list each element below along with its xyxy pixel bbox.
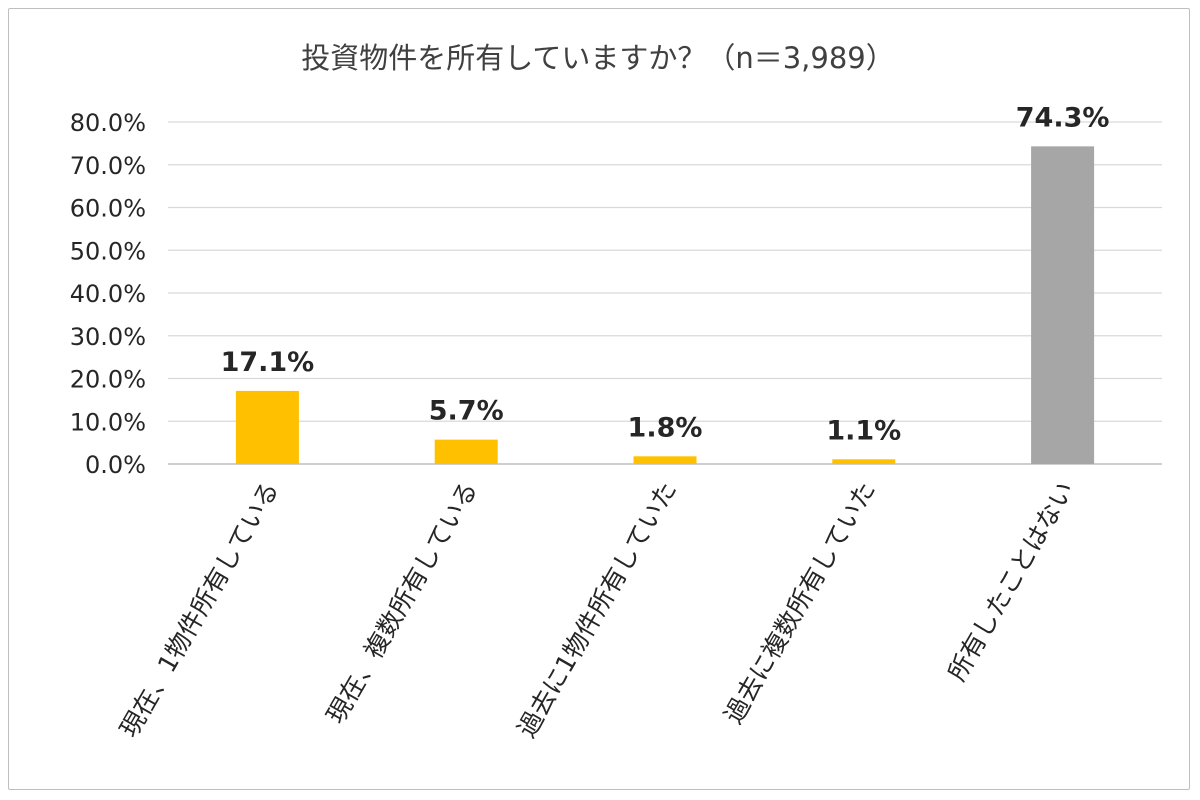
bars <box>235 146 1095 464</box>
chart-frame <box>8 8 1190 790</box>
x-tick-label: 所有したことはない <box>942 477 1080 686</box>
y-tick-label: 30.0% <box>70 323 146 351</box>
data-label: 1.8% <box>628 412 703 443</box>
x-tick-label: 過去に複数所有していた <box>719 477 881 729</box>
data-label: 1.1% <box>826 415 901 446</box>
x-tick-label: 現在、複数所有している <box>321 477 483 729</box>
bar <box>434 439 498 464</box>
bar <box>832 459 896 464</box>
y-tick-label: 10.0% <box>70 408 146 436</box>
x-axis-tick-labels: 現在、1物件所有している 現在、複数所有している 過去に1物件所有していた 過去に複数… <box>114 477 1079 743</box>
chart-title: 投資物件を所有していますか？（n＝3,989） <box>301 41 895 75</box>
data-label: 17.1% <box>221 347 315 378</box>
y-axis-tick-labels: 0.0% 10.0% 20.0% 30.0% 40.0% 50.0% 60.0% 70.0% 8… <box>70 109 146 479</box>
gridlines <box>168 121 1162 465</box>
x-tick-label: 現在、1物件所有している <box>114 477 284 743</box>
bar <box>235 390 299 464</box>
y-tick-label: 0.0% <box>85 451 146 479</box>
y-tick-label: 70.0% <box>70 152 146 180</box>
y-tick-label: 20.0% <box>70 366 146 394</box>
y-tick-label: 50.0% <box>70 237 146 265</box>
data-labels: 17.1% 5.7% 1.8% 1.1% 74.3% <box>221 102 1110 446</box>
bar <box>633 456 697 464</box>
y-tick-label: 60.0% <box>70 195 146 223</box>
bar <box>1031 146 1095 464</box>
y-tick-label: 40.0% <box>70 280 146 308</box>
data-label: 74.3% <box>1016 102 1110 133</box>
data-label: 5.7% <box>429 396 504 427</box>
x-tick-label: 過去に1物件所有していた <box>512 477 682 743</box>
y-tick-label: 80.0% <box>70 109 146 137</box>
